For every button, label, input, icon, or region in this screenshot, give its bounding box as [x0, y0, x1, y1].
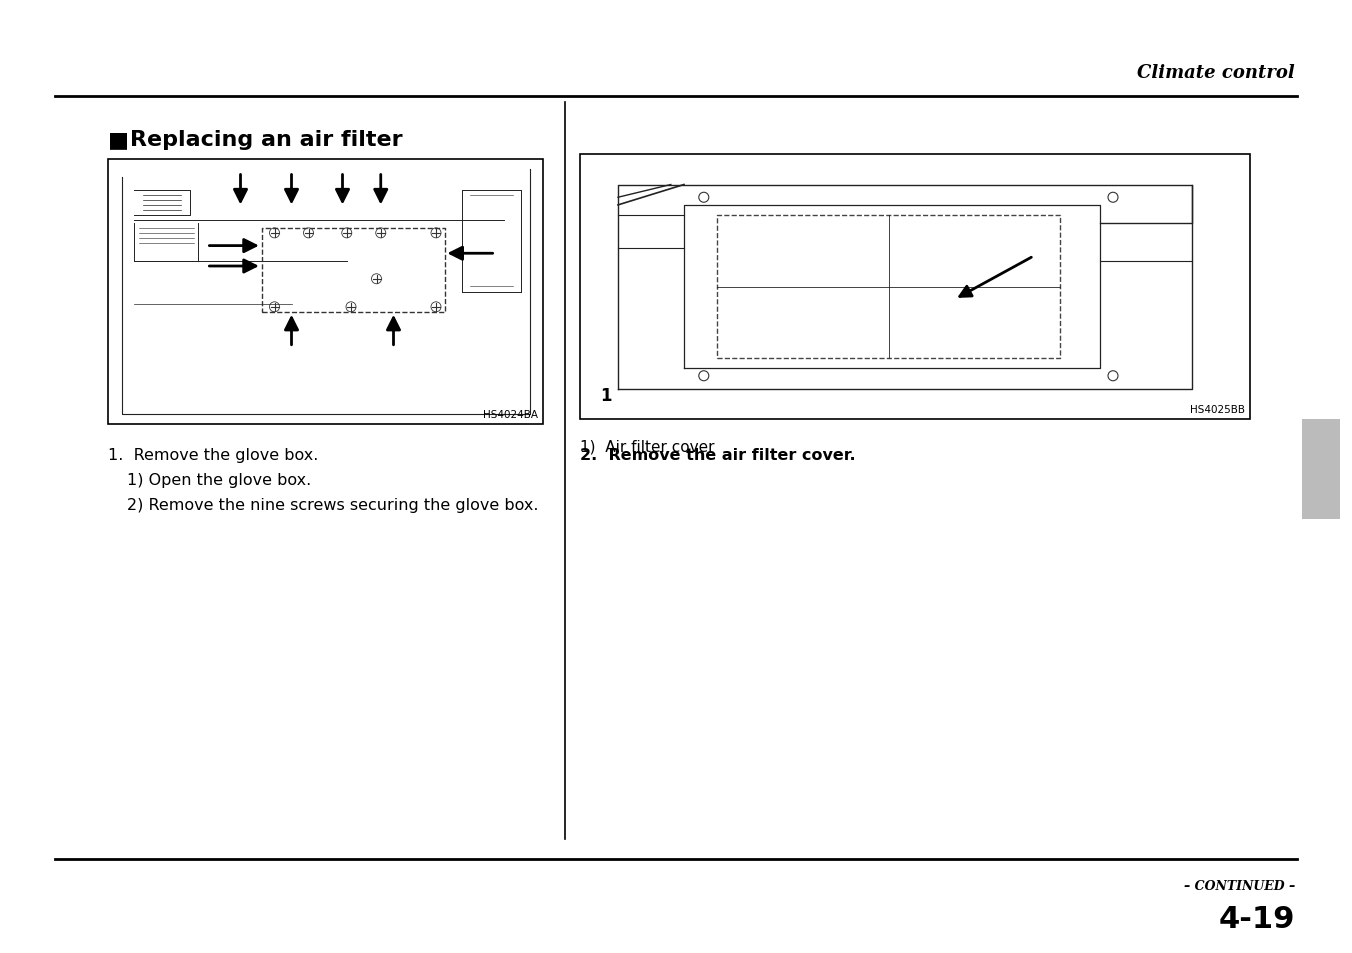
Text: HS4025BB: HS4025BB: [1190, 405, 1245, 415]
Text: HS4024BA: HS4024BA: [483, 410, 538, 419]
Text: 1) Open the glove box.: 1) Open the glove box.: [127, 473, 311, 488]
Circle shape: [699, 193, 708, 203]
Text: 4-19: 4-19: [1218, 904, 1295, 933]
Text: 1: 1: [600, 387, 611, 405]
Text: Climate control: Climate control: [1137, 64, 1295, 82]
Text: 1.  Remove the glove box.: 1. Remove the glove box.: [108, 448, 318, 462]
Text: – CONTINUED –: – CONTINUED –: [1184, 879, 1295, 892]
Text: 2.  Remove the air filter cover.: 2. Remove the air filter cover.: [580, 448, 856, 462]
Bar: [1302, 419, 1340, 519]
Circle shape: [699, 372, 708, 381]
Text: Replacing an air filter: Replacing an air filter: [130, 130, 403, 150]
Text: ■: ■: [108, 130, 128, 150]
Circle shape: [1109, 372, 1118, 381]
Bar: [108, 160, 544, 424]
Text: 1)  Air filter cover: 1) Air filter cover: [580, 439, 714, 455]
Text: 2) Remove the nine screws securing the glove box.: 2) Remove the nine screws securing the g…: [127, 497, 538, 513]
Circle shape: [1109, 193, 1118, 203]
Bar: [580, 154, 1251, 419]
